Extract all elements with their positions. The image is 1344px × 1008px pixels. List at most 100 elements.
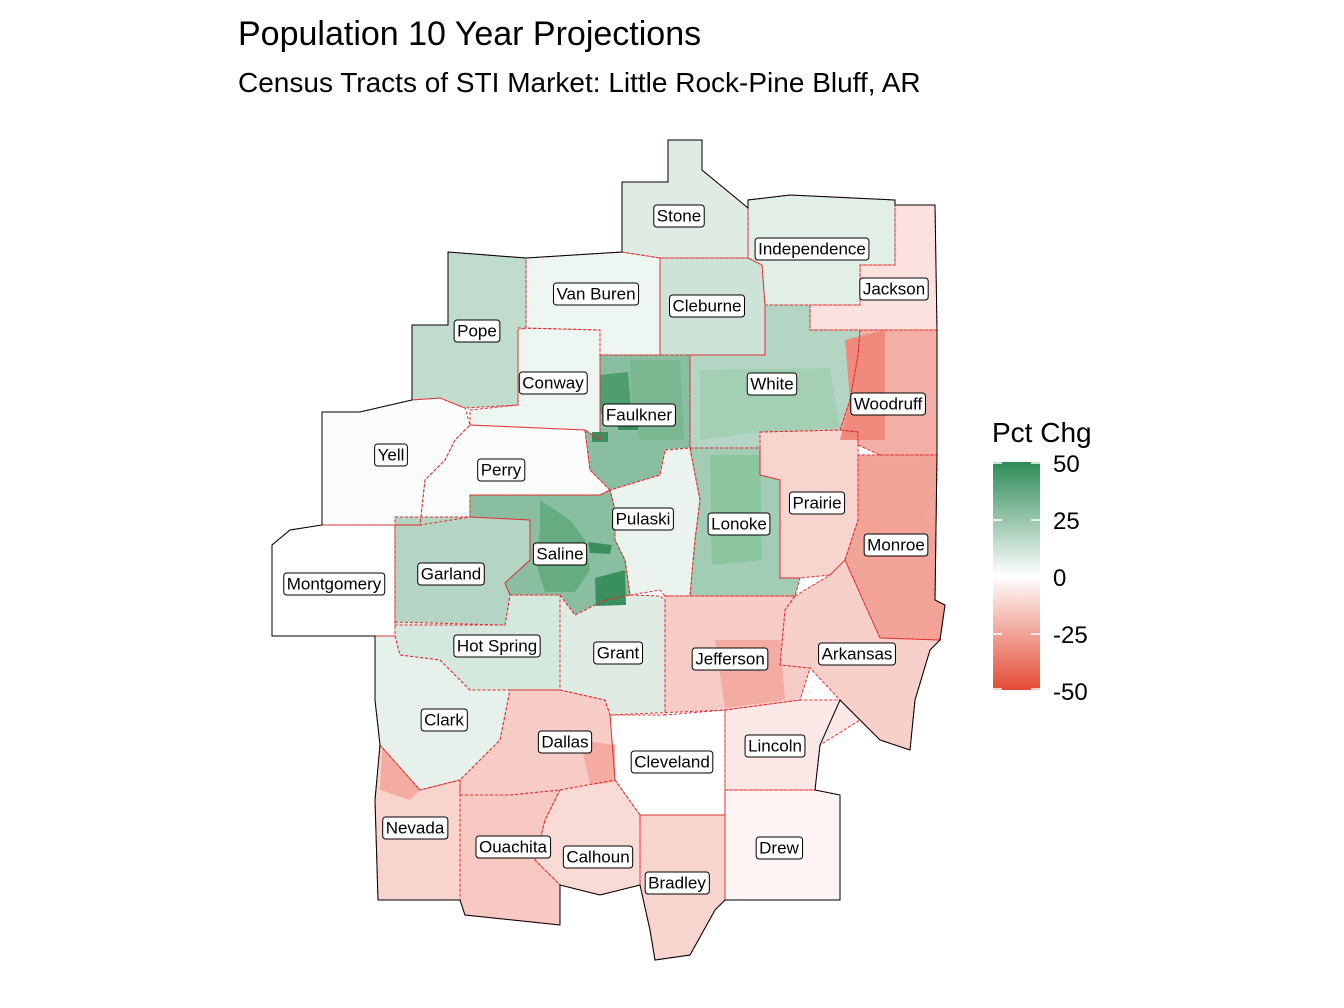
county-label-box <box>859 277 929 301</box>
market-outline <box>271 139 946 961</box>
county-border-lonoke <box>689 447 801 597</box>
county-label-box <box>518 371 588 395</box>
county-label-box <box>477 458 526 482</box>
county-label-text: Stone <box>657 207 701 226</box>
tract-patch <box>630 360 684 440</box>
county-label-text: Calhoun <box>566 848 629 867</box>
county-label-white: White <box>746 372 798 396</box>
county-label-text: Dallas <box>541 733 588 752</box>
county-label-box <box>453 319 501 343</box>
county-label-text: Ouachita <box>479 838 548 857</box>
legend: Pct Chg 50 25 0 -25 -50 <box>992 417 1092 706</box>
county-label-box <box>707 512 771 536</box>
county-label-pope: Pope <box>453 319 501 343</box>
county-labels: Stone Independence Jackson Van Buren Cleburn… <box>283 204 929 895</box>
county-border-garland <box>394 516 531 626</box>
legend-colorbar <box>993 462 1040 690</box>
county-label-dallas: Dallas <box>537 730 593 754</box>
county-label-box <box>653 204 705 228</box>
county-border-faulkner <box>584 354 691 491</box>
county-label-text: Arkansas <box>822 645 893 664</box>
county-border-ouachita <box>459 789 561 926</box>
county-label-box <box>374 443 408 467</box>
legend-label-neg25: -25 <box>1053 622 1088 649</box>
county-label-prairie: Prairie <box>788 491 846 515</box>
county-label-text: Pulaski <box>616 510 671 529</box>
county-label-text: Clark <box>424 711 464 730</box>
county-label-independence: Independence <box>754 237 870 261</box>
county-label-text: Conway <box>522 374 584 393</box>
county-label-box <box>612 507 674 531</box>
county-label-text: Prairie <box>792 494 841 513</box>
county-label-nevada: Nevada <box>382 816 449 840</box>
plot-subtitle: Census Tracts of STI Market: Little Rock… <box>238 67 921 98</box>
county-label-text: Grant <box>597 644 640 663</box>
county-label-ouachita: Ouachita <box>475 835 552 859</box>
county-label-garland: Garland <box>417 562 485 586</box>
county-label-yell: Yell <box>374 443 408 467</box>
county-label-text: Saline <box>536 545 583 564</box>
county-label-box <box>602 403 676 427</box>
county-label-box <box>691 647 769 671</box>
legend-label-neg50: -50 <box>1053 679 1088 706</box>
county-label-box <box>788 491 846 515</box>
county-label-text: Independence <box>758 240 866 259</box>
county-label-text: Perry <box>481 461 522 480</box>
legend-title: Pct Chg <box>992 417 1092 448</box>
county-label-box <box>755 836 804 860</box>
county-label-text: Hot Spring <box>457 637 537 656</box>
county-label-cleburne: Cleburne <box>669 294 745 318</box>
county-label-box <box>630 750 714 774</box>
county-label-box <box>850 392 926 416</box>
county-label-box <box>382 816 449 840</box>
county-label-text: Montgomery <box>287 575 382 594</box>
county-label-montgomery: Montgomery <box>283 572 386 596</box>
county-label-box <box>417 562 485 586</box>
county-label-clark: Clark <box>420 708 468 732</box>
county-label-jefferson: Jefferson <box>691 647 769 671</box>
county-label-text: Woodruff <box>854 395 923 414</box>
county-label-box <box>420 708 468 732</box>
county-label-stone: Stone <box>653 204 705 228</box>
county-label-box <box>475 835 552 859</box>
county-label-faulkner: Faulkner <box>602 403 676 427</box>
county-label-box <box>593 641 644 665</box>
tract-patch <box>700 368 840 440</box>
legend-label-50: 50 <box>1053 451 1080 478</box>
county-border-arkansas <box>779 559 942 751</box>
county-label-woodruff: Woodruff <box>850 392 926 416</box>
county-label-drew: Drew <box>755 836 804 860</box>
county-label-bradley: Bradley <box>644 871 710 895</box>
county-label-box <box>537 730 593 754</box>
county-label-pulaski: Pulaski <box>612 507 674 531</box>
county-border-cleburne <box>659 257 766 356</box>
county-label-monroe: Monroe <box>863 533 929 557</box>
county-border-dallas <box>459 689 616 796</box>
county-label-perry: Perry <box>477 458 526 482</box>
county-label-box <box>532 542 588 566</box>
plot-title: Population 10 Year Projections <box>238 15 701 53</box>
county-label-conway: Conway <box>518 371 588 395</box>
county-label-van-buren: Van Buren <box>552 282 640 306</box>
county-label-text: Cleburne <box>673 297 742 316</box>
tract-patch <box>380 748 420 800</box>
county-label-text: Lincoln <box>748 737 802 756</box>
county-label-box <box>283 572 386 596</box>
county-label-box <box>744 734 806 758</box>
county-border-pulaski <box>609 447 701 597</box>
county-label-box <box>818 642 896 666</box>
tract-patch <box>588 542 612 554</box>
county-label-box <box>644 871 710 895</box>
county-label-box <box>669 294 745 318</box>
county-label-text: Van Buren <box>556 285 635 304</box>
county-label-lonoke: Lonoke <box>707 512 771 536</box>
county-border-perry <box>419 424 611 526</box>
county-label-box <box>746 372 798 396</box>
county-label-text: Lonoke <box>711 515 767 534</box>
county-label-text: Jefferson <box>695 650 765 669</box>
county-border-saline <box>469 489 631 616</box>
county-label-hot-spring: Hot Spring <box>453 634 541 658</box>
county-label-text: Monroe <box>867 536 925 555</box>
county-label-text: Garland <box>421 565 481 584</box>
